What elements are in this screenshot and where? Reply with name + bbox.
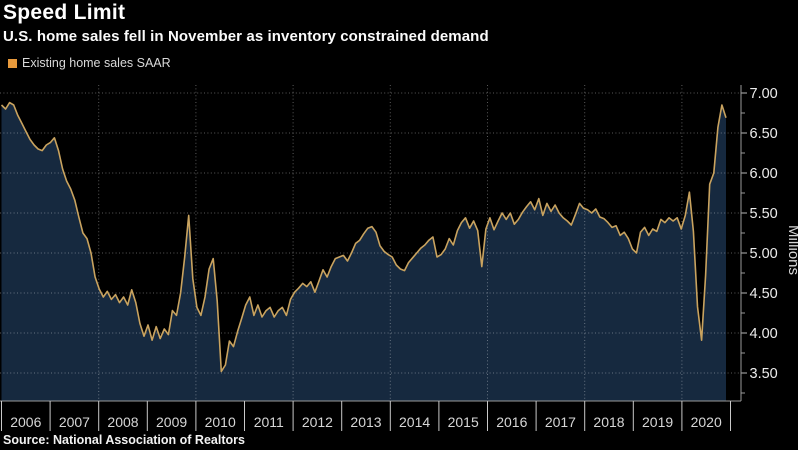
y-tick-label: 5.00 [750, 246, 778, 262]
page-title: Speed Limit [3, 1, 126, 24]
x-tick-label: 2018 [593, 414, 624, 430]
legend-label: Existing home sales SAAR [22, 56, 171, 70]
y-tick-labels: 7.00 6.50 6.00 5.50 5.00 4.50 4.00 3.50 [741, 86, 778, 394]
y-tick-label: 5.50 [750, 206, 778, 222]
x-tick-label: 2019 [642, 414, 673, 430]
y-tick-label: 7.00 [750, 86, 778, 102]
x-tick-label: 2008 [107, 414, 138, 430]
y-tick-label: 6.00 [750, 166, 778, 182]
x-tick-label: 2011 [254, 414, 284, 430]
x-tick-label: 2009 [156, 414, 187, 430]
chart-subtitle: U.S. home sales fell in November as inve… [3, 28, 489, 45]
legend: Existing home sales SAAR [8, 56, 171, 70]
sales-line [0, 101, 727, 373]
legend-swatch-icon [8, 58, 17, 68]
y-tick-label: 4.00 [750, 326, 778, 342]
y-axis-unit-label: Millions [785, 225, 798, 275]
x-tick-label: 2017 [545, 414, 576, 430]
axes [0, 85, 742, 402]
x-tick-label: 2012 [302, 414, 333, 430]
source-note: Source: National Association of Realtors [3, 433, 245, 447]
x-tick-labels: 2006 2007 2008 2009 2010 2011 2012 2013 2014 2015… [1, 401, 731, 431]
y-tick-label: 4.50 [750, 286, 778, 302]
x-tick-label: 2013 [350, 414, 381, 430]
x-tick-label: 2014 [399, 414, 430, 430]
x-tick-label: 2016 [496, 414, 527, 430]
x-tick-label: 2007 [59, 414, 90, 430]
y-tick-label: 6.50 [750, 126, 778, 142]
y-tick-label: 3.50 [750, 366, 778, 382]
sales-area [1, 102, 726, 401]
x-tick-label: 2015 [448, 414, 479, 430]
x-tick-label: 2006 [10, 414, 41, 430]
x-tick-label: 2020 [691, 414, 722, 430]
x-tick-label: 2010 [205, 414, 236, 430]
